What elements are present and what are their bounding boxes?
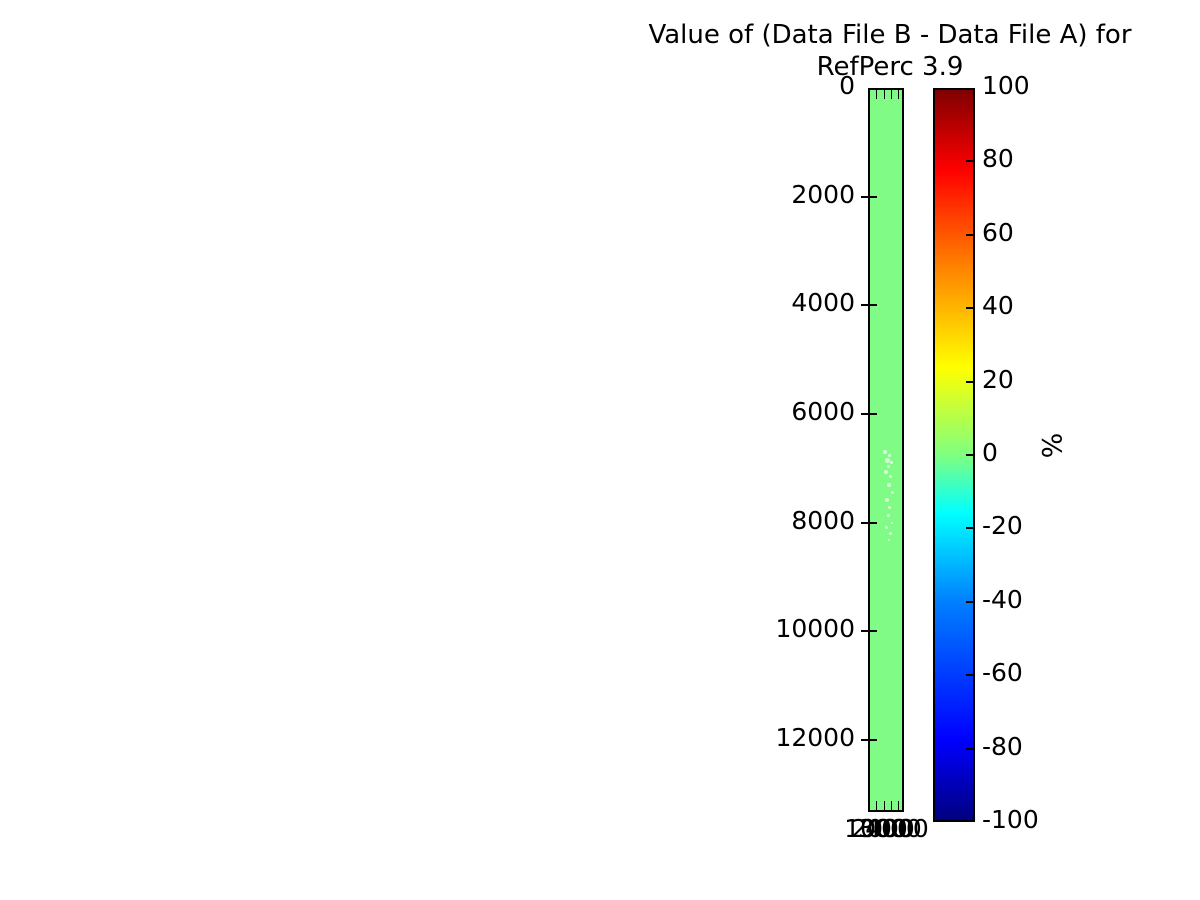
y-axis-tick-mark: [870, 521, 877, 524]
heatmap-speckle: [886, 482, 891, 487]
x-axis-tick-label: 1000: [844, 814, 908, 843]
y-axis-tick-label: 10000: [775, 614, 855, 644]
heatmap-speckle: [889, 475, 893, 479]
y-axis-tick-labels: 0 2000 4000 6000 8000 10000 12000: [655, 0, 855, 900]
colorbar-tick-mark: [966, 307, 975, 310]
y-axis-tick-mark: [861, 304, 868, 307]
y-axis-tick-mark: [861, 195, 868, 198]
y-axis-tick-mark: [861, 413, 868, 415]
heatmap-speckle: [890, 461, 894, 465]
x-axis-tick-mark-bottom: [876, 801, 878, 810]
heatmap-speckle: [890, 491, 894, 495]
y-axis-tick-label: 0: [839, 71, 855, 100]
x-axis-tick-mark-top: [898, 90, 900, 99]
colorbar-tick-mark: [966, 160, 975, 163]
colorbar-tick-mark: [966, 674, 975, 677]
colorbar-tick-mark: [966, 454, 975, 456]
y-axis-tick-label: 8000: [791, 505, 855, 535]
y-axis-tick-mark: [861, 630, 868, 633]
y-axis-tick-mark: [861, 521, 868, 524]
y-axis-tick-mark: [870, 195, 877, 198]
x-axis-tick-mark-bottom: [883, 801, 885, 810]
heatmap-speckle: [886, 464, 890, 468]
x-axis-tick-mark-top: [883, 90, 885, 99]
y-axis-tick-mark: [870, 739, 877, 741]
x-axis-tick-label: 4000: [865, 814, 929, 843]
heatmap-speckle: [883, 470, 888, 475]
x-axis-tick-mark-bottom: [890, 801, 892, 810]
colorbar-tick-label: 100: [982, 71, 1030, 100]
x-axis-tick-mark-top: [890, 90, 892, 99]
colorbar-tick-label: 20: [982, 364, 1014, 394]
heatmap-speckle: [888, 505, 892, 509]
x-axis-tick-labels: 1000 2000 3000 4000: [844, 814, 929, 854]
x-axis-tick-mark-top: [876, 90, 878, 99]
colorbar-tick-label: -80: [982, 731, 1023, 761]
colorbar-tick-label: -40: [982, 584, 1023, 614]
heatmap-speckle: [890, 521, 893, 524]
colorbar-tick-mark: [966, 527, 975, 530]
colorbar-axis-label: %: [1037, 432, 1069, 459]
y-axis-tick-mark: [870, 304, 877, 307]
colorbar-tick-label: -100: [982, 805, 1039, 834]
heatmap-speckle: [883, 450, 888, 454]
x-axis-tick-label: 3000: [858, 814, 922, 843]
heatmap-speckle: [887, 539, 890, 542]
y-axis-tick-mark: [870, 413, 877, 415]
y-axis-tick-label: 2000: [791, 179, 855, 209]
heatmap-speckle: [884, 458, 890, 464]
colorbar-tick-label: -20: [982, 511, 1023, 541]
colorbar-tick-mark: [966, 600, 975, 603]
colorbar-tick-label: 60: [982, 217, 1014, 247]
y-axis-tick-mark: [870, 630, 877, 633]
colorbar-tick-mark: [966, 233, 975, 236]
colorbar-tick-mark: [966, 747, 975, 750]
x-axis-tick-mark-bottom: [898, 801, 900, 810]
y-axis-tick-mark: [861, 739, 868, 741]
heatmap-speckle: [886, 514, 890, 518]
heatmap-speckle: [884, 497, 889, 502]
colorbar-tick-mark: [966, 380, 975, 383]
colorbar-tick-label: 40: [982, 291, 1014, 321]
chart-title: Value of (Data File B - Data File A) for…: [648, 20, 1132, 82]
heatmap-speckle: [888, 454, 892, 458]
y-axis-tick-label: 4000: [791, 288, 855, 318]
colorbar-tick-label: -60: [982, 658, 1023, 688]
y-axis-tick-label: 12000: [775, 723, 855, 752]
heatmap-speckle: [884, 525, 888, 529]
x-axis-tick-label: 2000: [851, 814, 915, 843]
heatmap-axes[interactable]: [868, 88, 904, 812]
heatmap-speckle: [889, 531, 893, 535]
y-axis-tick-label: 6000: [791, 397, 855, 426]
colorbar-tick-label: 80: [982, 144, 1014, 174]
colorbar-tick-label: 0: [982, 438, 998, 467]
